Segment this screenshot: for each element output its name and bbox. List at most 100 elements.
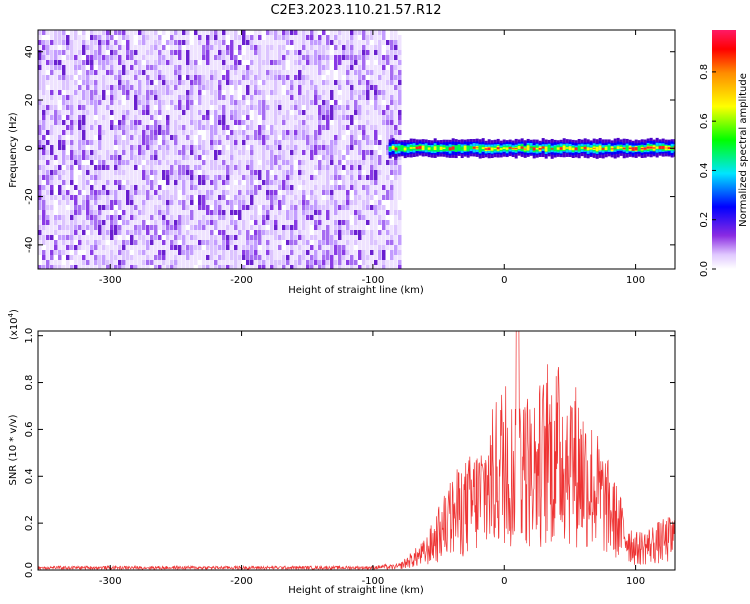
spectrogram-cell	[270, 50, 274, 55]
spectrogram-cell	[106, 230, 110, 235]
spectrogram-band-cell	[392, 146, 395, 150]
spectrogram-cell	[310, 215, 314, 220]
spectrogram-cell	[86, 140, 90, 145]
spectrogram-cell	[262, 190, 266, 195]
snr-x-tick-label: -200	[230, 576, 253, 587]
spectrogram-band-cell	[419, 146, 422, 149]
spectrogram-cell	[86, 60, 90, 65]
spectrogram-cell	[70, 165, 74, 170]
spectrogram-cell	[386, 185, 390, 190]
spectrogram-cell	[194, 50, 198, 60]
spectrogram-cell	[210, 100, 214, 105]
spectrogram-cell	[374, 140, 378, 145]
spectrogram-cell	[266, 215, 270, 220]
spectrogram-cell	[130, 30, 134, 35]
spectrogram-cell	[338, 245, 342, 255]
spectrogram-band-cell	[422, 146, 425, 151]
spectrogram-cell	[246, 250, 250, 260]
spectrogram-cell	[42, 140, 46, 145]
spectrogram-cell	[254, 145, 258, 150]
spectrogram-cell	[222, 80, 226, 90]
spectrogram-cell	[222, 265, 226, 275]
spectrogram-cell	[158, 160, 162, 165]
spectrogram-cell	[362, 150, 366, 155]
spectrogram-cell	[242, 130, 246, 135]
spectrogram-cell	[170, 195, 174, 200]
spectrogram-cell	[298, 250, 302, 255]
spectrogram-cell	[42, 210, 46, 215]
spectrogram-cell	[354, 145, 358, 155]
spectrogram-cell	[210, 245, 214, 250]
spectrogram-cell	[162, 55, 166, 60]
spectrogram-cell	[46, 105, 50, 110]
spectrogram-cell	[198, 255, 202, 260]
spectrogram-cell	[394, 225, 398, 230]
spectrogram-cell	[86, 110, 90, 115]
spectrogram-band-cell	[593, 148, 596, 149]
spectrogram-cell	[306, 260, 310, 265]
spectrogram-cell	[394, 65, 398, 70]
spectrogram-cell	[158, 150, 162, 155]
spectrogram-cell	[282, 225, 286, 230]
spectrogram-cell	[154, 260, 158, 265]
spectrogram-cell	[334, 220, 338, 225]
spectrogram-cell	[386, 125, 390, 135]
spectrogram-cell	[274, 85, 278, 90]
spectrogram-cell	[378, 160, 382, 165]
spectrogram-cell	[182, 235, 186, 240]
spectrogram-cell	[342, 205, 346, 210]
spectrogram-cell	[98, 255, 102, 260]
spectrogram-cell	[82, 50, 86, 55]
spectrogram-cell	[310, 235, 314, 240]
spectrogram-cell	[138, 75, 142, 80]
spectrogram-band-cell	[626, 145, 629, 151]
spectrogram-cell	[210, 260, 214, 265]
spectrogram-cell	[338, 110, 342, 115]
spectrogram-cell	[118, 180, 122, 185]
snr-y-ticks: 0.00.20.40.60.81.0	[24, 328, 675, 578]
spectrogram-cell	[210, 75, 214, 80]
spectrogram-cell	[158, 255, 162, 260]
spectrogram-cell	[38, 165, 42, 170]
spectrogram-cell	[314, 140, 318, 145]
spectrogram-cell	[110, 80, 114, 85]
spectrogram-cell	[322, 215, 326, 230]
spectrogram-band-cell	[482, 147, 485, 149]
spectrogram-cell	[42, 195, 46, 200]
spectrogram-cell	[282, 220, 286, 225]
spectrogram-cell	[382, 30, 386, 40]
spectrogram-cell	[242, 100, 246, 105]
spectrogram-cell	[158, 240, 162, 245]
spectrogram-cell	[318, 190, 322, 195]
spectrogram-cell	[302, 170, 306, 175]
spectrogram-cell	[114, 85, 118, 95]
spectrogram-cell	[62, 110, 66, 115]
spectrogram-cell	[262, 150, 266, 160]
spectrogram-cell	[270, 195, 274, 205]
spectrogram-cell	[58, 150, 62, 155]
spectrogram-cell	[302, 40, 306, 45]
spectrogram-cell	[126, 65, 130, 70]
spectrogram-cell	[142, 50, 146, 55]
spectrogram-band-cell	[446, 146, 449, 151]
spectrogram-cell	[258, 230, 262, 245]
spectrogram-cell	[246, 230, 250, 240]
spectrogram-cell	[138, 225, 142, 230]
spectrogram-cell	[242, 155, 246, 160]
spectrogram-cell	[118, 165, 122, 170]
spectrogram-cell	[342, 40, 346, 45]
spectrogram-cell	[126, 225, 130, 230]
spectrogram-band-cell	[515, 148, 518, 149]
spectrogram-cell	[318, 105, 322, 115]
spectrogram-cell	[246, 205, 250, 210]
spectrogram-cell	[250, 155, 254, 160]
spectrogram-cell	[178, 235, 182, 240]
snr-y-tick-label: 0.8	[24, 375, 35, 391]
spectrogram-cell	[310, 175, 314, 180]
spectrogram-cell	[246, 135, 250, 140]
spectrogram-band-cell	[518, 146, 521, 149]
spectrogram-cell	[142, 165, 146, 170]
spectrogram-cell	[286, 220, 290, 225]
spectrogram-cell	[110, 180, 114, 185]
spectrogram-cell	[374, 200, 378, 205]
